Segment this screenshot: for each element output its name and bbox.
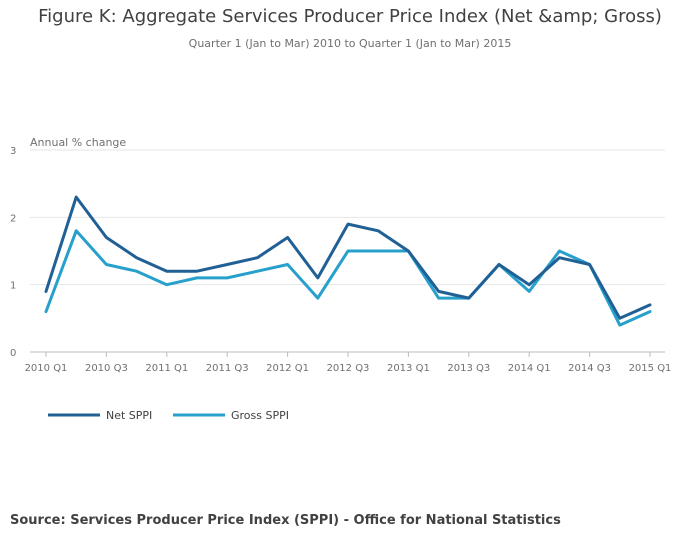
- y-tick-label: 0: [10, 348, 16, 359]
- y-axis-ticks: 0 1 2 3: [10, 146, 16, 359]
- chart-title: Figure K: Aggregate Services Producer Pr…: [38, 6, 662, 27]
- x-tick-label: 2011 Q1: [145, 363, 188, 374]
- x-tick-label: 2012 Q3: [327, 363, 370, 374]
- y-axis-label: Annual % change: [30, 136, 126, 149]
- x-tick-label: 2010 Q1: [25, 363, 68, 374]
- chart-subtitle: Quarter 1 (Jan to Mar) 2010 to Quarter 1…: [188, 37, 512, 50]
- series-line-gross-sppi: [44, 229, 652, 327]
- x-tick-label: 2014 Q3: [568, 363, 611, 374]
- x-tick-label: 2014 Q1: [508, 363, 551, 374]
- legend[interactable]: Net SPPI Gross SPPI: [48, 409, 289, 422]
- y-tick-label: 1: [10, 281, 16, 292]
- y-tick-label: 3: [10, 146, 16, 157]
- legend-item-net-sppi[interactable]: Net SPPI: [48, 409, 152, 422]
- series-lines: [44, 195, 652, 327]
- y-tick-label: 2: [10, 213, 16, 224]
- x-tick-label: 2010 Q3: [85, 363, 128, 374]
- legend-label: Gross SPPI: [231, 409, 289, 422]
- source-note: Source: Services Producer Price Index (S…: [10, 513, 561, 528]
- x-tick-label: 2015 Q1: [629, 363, 672, 374]
- x-axis-ticks: 2010 Q1 2010 Q3 2011 Q1 2011 Q3 2012 Q1 2012 …: [25, 352, 672, 374]
- x-tick-label: 2013 Q1: [387, 363, 430, 374]
- x-tick-label: 2012 Q1: [266, 363, 309, 374]
- legend-item-gross-sppi[interactable]: Gross SPPI: [173, 409, 289, 422]
- legend-label: Net SPPI: [106, 409, 152, 422]
- x-tick-label: 2011 Q3: [206, 363, 249, 374]
- x-tick-label: 2013 Q3: [447, 363, 490, 374]
- series-line-net-sppi: [44, 195, 652, 320]
